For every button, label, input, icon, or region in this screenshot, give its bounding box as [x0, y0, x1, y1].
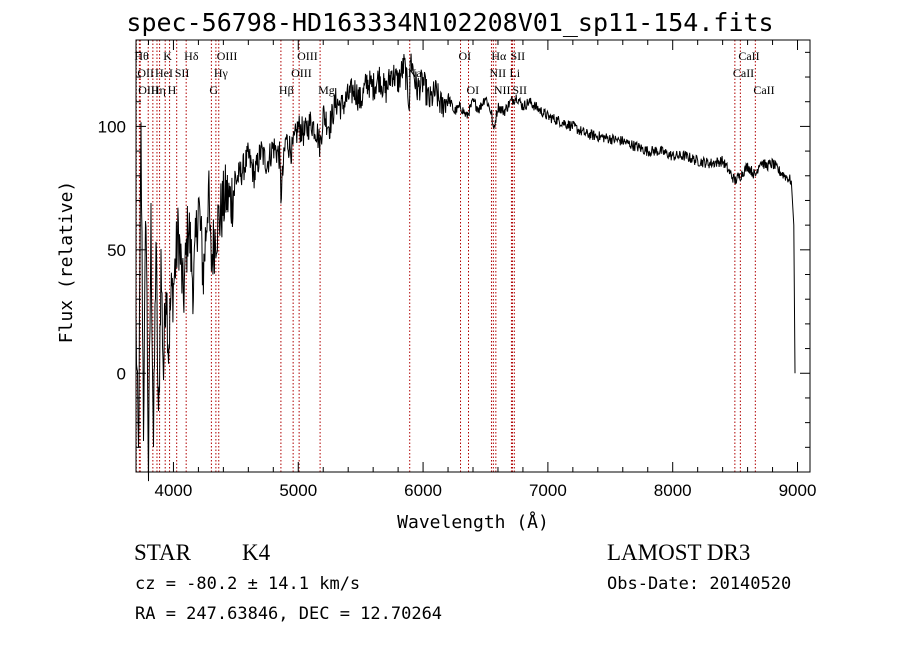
- x-tick-label: 9000: [779, 481, 817, 500]
- object-subclass: K4: [242, 540, 271, 565]
- y-tick-label: 50: [107, 241, 126, 260]
- line-label: OII: [137, 66, 154, 80]
- line-label: CaII: [733, 66, 754, 80]
- x-axis-label: Wavelength (Å): [397, 511, 549, 533]
- x-tick-label: 7000: [529, 481, 567, 500]
- line-label: OIII: [138, 83, 159, 97]
- line-label: CaII: [753, 83, 774, 97]
- line-label: Hγ: [214, 66, 229, 80]
- line-label: Hα: [491, 49, 507, 63]
- line-label: OI: [459, 49, 472, 63]
- y-tick-label: 100: [98, 117, 126, 136]
- line-label: NII: [494, 83, 511, 97]
- line-label: NII: [489, 66, 506, 80]
- data-release: LAMOST DR3: [607, 540, 751, 565]
- line-label: G: [209, 83, 218, 97]
- line-label: Hδ: [184, 49, 199, 63]
- line-label: OIII: [297, 49, 318, 63]
- line-label: SII: [512, 83, 527, 97]
- x-tick-label: 5000: [279, 481, 317, 500]
- line-label: SII: [175, 66, 190, 80]
- line-label: OIII: [291, 66, 312, 80]
- line-label: K: [163, 49, 172, 63]
- line-label: SII: [510, 49, 525, 63]
- tick-labels: 4000 5000 6000 7000 8000 9000 0 50 100: [98, 117, 817, 500]
- y-axis-label: Flux (relative): [56, 181, 77, 344]
- observation-date: Obs-Date: 20140520: [607, 574, 792, 594]
- x-tick-label: 4000: [155, 481, 193, 500]
- plot-frame: [135, 39, 811, 473]
- series: [135, 53, 796, 482]
- line-label: OI: [467, 83, 480, 97]
- line-label: Hη: [151, 83, 166, 97]
- line-label: H: [168, 83, 177, 97]
- chart-title: spec-56798-HD163334N102208V01_sp11-154.f…: [126, 8, 774, 37]
- redshift-cz: cz = -80.2 ± 14.1 km/s: [135, 574, 361, 594]
- line-label: Hθ: [134, 49, 149, 63]
- x-tick-label: 6000: [404, 481, 442, 500]
- line-label: Hβ: [279, 83, 294, 97]
- line-label: HeI: [155, 66, 173, 80]
- line-label: OIII: [217, 49, 238, 63]
- ra-dec: RA = 247.63846, DEC = 12.70264: [135, 604, 443, 624]
- line-label: Mg: [318, 83, 335, 97]
- line-label: CaII: [738, 49, 759, 63]
- x-tick-label: 8000: [654, 481, 692, 500]
- y-tick-label: 0: [117, 364, 126, 383]
- object-class: STAR: [134, 540, 191, 565]
- line-label: Li: [509, 66, 520, 80]
- line-labels: HθOIIOIIIHηHeIKHSIIHδGHγOIIIHβOIIIOIIIMg…: [134, 49, 774, 97]
- series-line-0: [135, 53, 796, 482]
- axes: [135, 39, 811, 473]
